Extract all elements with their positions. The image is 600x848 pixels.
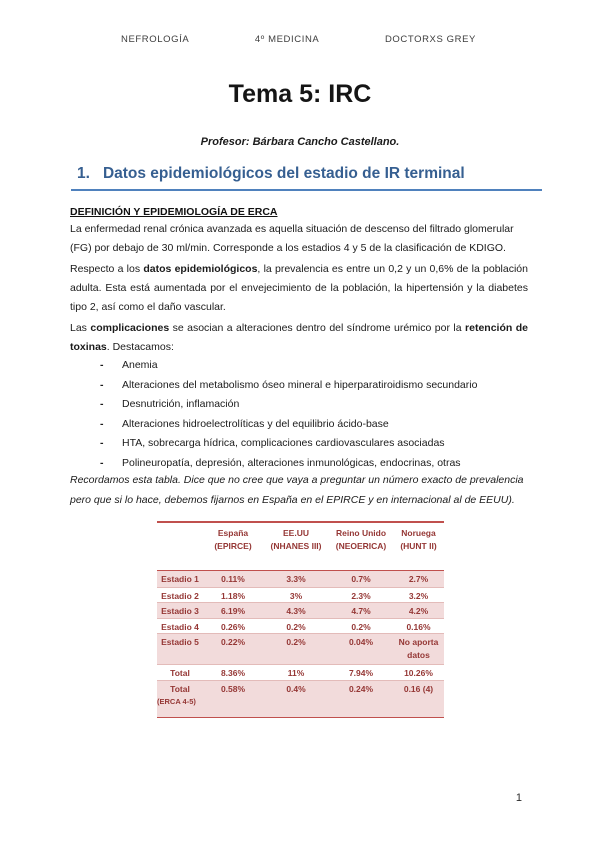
cell-value: 4.2% (408, 606, 429, 616)
cell-value: 0.16 (4) (403, 683, 434, 694)
cell-value: 10.26% (404, 668, 433, 678)
cell-value: 0.11% (221, 574, 245, 584)
subheading-definicion: DEFINICIÓN Y EPIDEMIOLOGÍA DE ERCA (70, 206, 278, 218)
paragraph-complications: Las complicaciones se asocian a alteraci… (70, 319, 528, 357)
table-header-norway: Noruega (HUNT II) (393, 523, 444, 570)
document-title: Tema 5: IRC (228, 80, 372, 108)
cell-value: 0.2% (351, 621, 371, 632)
header-year: 4º MEDICINA (254, 34, 320, 45)
list-item: Polineuropatía, depresión, alteraciones … (98, 454, 528, 474)
p3-text-mid: se asocian a alteraciones dentro del sín… (169, 322, 466, 334)
cell-value: 0.2% (286, 637, 306, 647)
col-name: Noruega (401, 528, 436, 538)
cell-value: 0.22% (220, 637, 246, 647)
p3-bold-complicaciones: complicaciones (90, 322, 170, 334)
cell-value: 0.7% (351, 574, 371, 584)
cell-value: 3.2% (408, 590, 429, 601)
section-heading: 1. Datos epidemiológicos del estadio de … (71, 165, 542, 191)
section-title: Datos epidemiológicos del estadio de IR … (102, 165, 465, 182)
p3-text-end: . Destacamos: (106, 341, 174, 353)
cell-value: 2.7% (408, 574, 429, 584)
table-row-estadio-2: Estadio 2 1.18% 3% 2.3% 3.2% (157, 586, 444, 603)
cell-value: 6.19% (220, 606, 246, 616)
cell-value: 11% (287, 668, 305, 678)
cell-value: 3% (289, 590, 303, 601)
cell-value: 7.94% (348, 668, 374, 678)
list-item: Alteraciones del metabolismo óseo minera… (98, 376, 528, 396)
col-study: (EPIRCE) (214, 541, 252, 551)
table-header-usa: EE.UU (NHANES III) (263, 523, 329, 570)
row-label: Estadio 2 (161, 590, 199, 601)
cell-value: 4.3% (286, 606, 306, 616)
row-label: Estadio 4 (161, 621, 199, 632)
header-authors: DOCTORXS GREY (384, 34, 476, 45)
col-study: (HUNT II) (400, 541, 437, 551)
col-study: (NHANES III) (270, 541, 322, 551)
row-label-sub: (ERCA 4-5) (157, 696, 196, 706)
running-header: NEFROLOGÍA 4º MEDICINA DOCTORXS GREY (121, 34, 476, 45)
prevalence-table: España (EPIRCE) EE.UU (NHANES III) Reino… (157, 521, 444, 718)
table-header-uk: Reino Unido (NEOERICA) (329, 523, 393, 570)
table-row-total: Total 8.36% 11% 7.94% 10.26% (157, 664, 444, 680)
list-item: HTA, sobrecarga hídrica, complicaciones … (98, 434, 528, 454)
table-row-total-erca: Total (ERCA 4-5) 0.58% 0.4% 0.24% 0.16 (… (157, 679, 444, 717)
p2-text: Respecto a los (70, 263, 144, 275)
row-label: Total (170, 668, 190, 678)
header-course: NEFROLOGÍA (121, 34, 190, 45)
table-row-estadio-5: Estadio 5 0.22% 0.2% 0.04% No aporta dat… (157, 633, 444, 664)
cell-value: 0.2% (286, 621, 306, 632)
col-name: Reino Unido (335, 528, 387, 538)
cell-value: 4.7% (351, 606, 371, 616)
list-item: Desnutrición, inflamación (98, 395, 528, 415)
p2-bold-datos: datos epidemiológicos (143, 263, 258, 275)
cell-value: 0.26% (220, 621, 246, 632)
col-name: España (217, 528, 249, 538)
complications-list: Anemia Alteraciones del metabolismo óseo… (98, 356, 528, 473)
cell-value: 0.24% (348, 683, 374, 694)
list-item: Alteraciones hidroelectrolíticas y del e… (98, 415, 528, 435)
list-item: Anemia (98, 356, 528, 376)
p3-text: Las (70, 322, 91, 334)
cell-value: 2.3% (351, 590, 371, 601)
col-name: EE.UU (283, 528, 309, 538)
row-label-main: Total (170, 683, 190, 694)
table-header-empty (157, 523, 203, 570)
table-header-row: España (EPIRCE) EE.UU (NHANES III) Reino… (157, 523, 444, 571)
row-label: Estadio 5 (161, 637, 199, 647)
row-label: Total (ERCA 4-5) (157, 681, 203, 717)
cell-value: No aporta datos (398, 637, 439, 660)
cell-value: 8.36% (220, 668, 246, 678)
professor-line: Profesor: Bárbara Cancho Castellano. (200, 136, 400, 148)
paragraph-epidemiology: Respecto a los datos epidemiológicos, la… (70, 260, 528, 317)
cell-value: 0.4% (286, 683, 306, 694)
col-study: (NEOERICA) (335, 541, 387, 551)
page-number: 1 (515, 792, 522, 804)
row-label: Estadio 3 (161, 606, 199, 616)
p2-text-rest: , la prevalencia es entre un 0,2 y un 0,… (70, 263, 528, 313)
cell-value: 0.16% (406, 621, 431, 632)
table-header-spain: España (EPIRCE) (203, 523, 263, 570)
cell-value: 1.18% (220, 590, 246, 601)
italic-note: Recordamos esta tabla. Dice que no cree … (70, 474, 524, 506)
p3-bold-retencion: retención de toxinas (70, 322, 528, 353)
table-row-estadio-1: Estadio 1 0.11% 3.3% 0.7% 2.7% (157, 571, 444, 587)
cell-value: 0.58% (220, 683, 246, 694)
cell-value: 0.04% (348, 637, 374, 647)
table-row-estadio-4: Estadio 4 0.26% 0.2% 0.2% 0.16% (157, 617, 444, 634)
section-number: 1. (77, 165, 90, 182)
paragraph-definition: La enfermedad renal crónica avanzada es … (70, 223, 514, 254)
table-row-estadio-3: Estadio 3 6.19% 4.3% 4.7% 4.2% (157, 602, 444, 618)
cell-value: 3.3% (286, 574, 306, 584)
row-label: Estadio 1 (161, 574, 199, 584)
